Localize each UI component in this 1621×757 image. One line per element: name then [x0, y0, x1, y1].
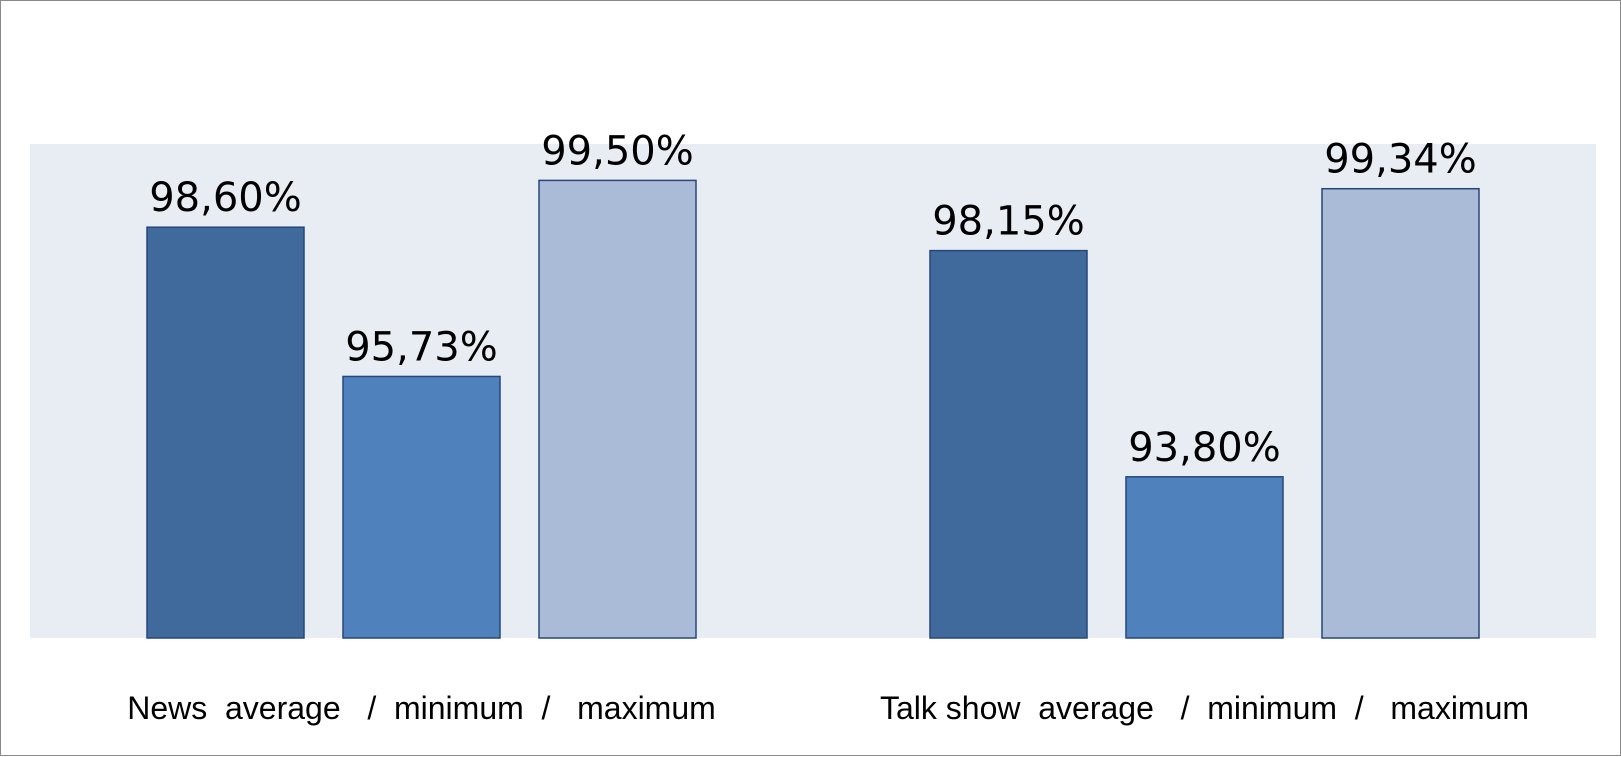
news-maximum-value-label: 99,50% — [541, 128, 694, 174]
news-average-value-label: 98,60% — [149, 175, 302, 221]
category-labels-layer: News average / minimum / maximum Talk sho… — [127, 690, 1529, 726]
talk-show-maximum-value-label: 99,34% — [1324, 137, 1477, 183]
news-maximum-bar — [538, 179, 697, 639]
news-minimum-value-label: 95,73% — [345, 324, 498, 370]
talk-show-average-bar — [929, 249, 1088, 639]
news-category-label: News average / minimum / maximum — [127, 690, 716, 726]
talk-show-minimum-value-label: 93,80% — [1128, 425, 1281, 471]
talk-show-minimum-bar — [1125, 476, 1284, 639]
bars-layer — [146, 179, 1480, 639]
talk-show-maximum-bar — [1321, 187, 1480, 639]
news-average-bar — [146, 226, 305, 639]
news-minimum-bar — [342, 375, 501, 639]
talk-show-average-value-label: 98,15% — [932, 199, 1085, 245]
value-labels-layer: 98,60% 95,73% 99,50% 98,15% 93,80% 99,34% — [149, 128, 1477, 470]
talk-show-category-label: Talk show average / minimum / maximum — [880, 690, 1529, 726]
